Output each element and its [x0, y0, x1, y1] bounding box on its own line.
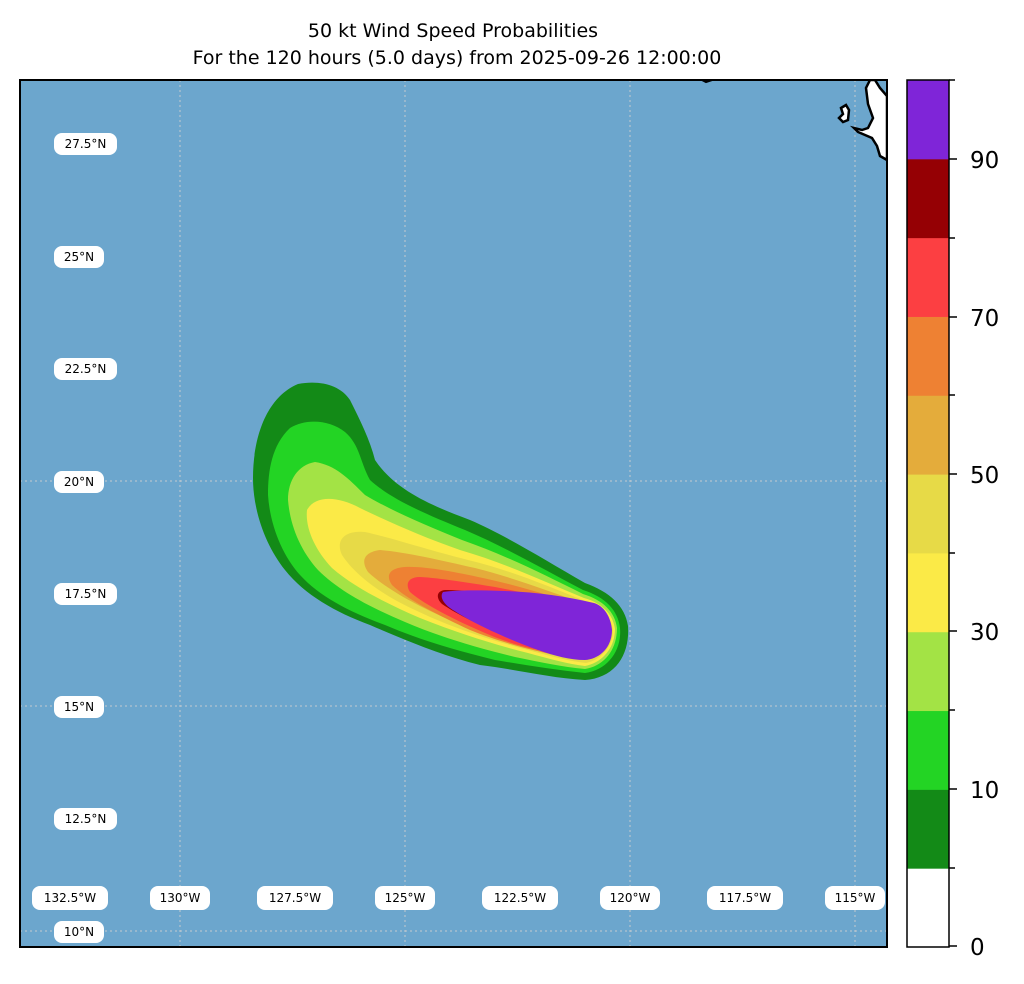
lon-label-117-5w: 117.5°W — [707, 886, 783, 910]
colorbar-segment-50-60 — [907, 474, 949, 554]
lon-label-130w: 130°W — [150, 886, 210, 910]
svg-text:15°N: 15°N — [64, 700, 94, 714]
colorbar-segment-70-80 — [907, 316, 949, 396]
svg-text:25°N: 25°N — [64, 250, 94, 264]
lat-label-20n: 20°N — [54, 471, 104, 493]
lon-label-115w: 115°W — [825, 886, 885, 910]
colorbar-tick-30: 30 — [970, 620, 999, 646]
colorbar-segment-95-100 — [907, 80, 949, 160]
colorbar-segment-0-10 — [907, 868, 949, 948]
lon-label-125w: 125°W — [375, 886, 435, 910]
svg-text:10°N: 10°N — [64, 925, 94, 939]
colorbar-ticks — [949, 79, 957, 947]
latitude-labels: 27.5°N 25°N 22.5°N 20°N 17.5°N 15°N 12.5… — [54, 133, 117, 943]
colorbar-segment-40-50 — [907, 552, 949, 633]
colorbar-segment-90-95 — [907, 158, 949, 239]
lat-label-25n: 25°N — [54, 246, 104, 268]
svg-text:125°W: 125°W — [385, 891, 426, 905]
lon-label-120w: 120°W — [600, 886, 660, 910]
svg-text:120°W: 120°W — [610, 891, 651, 905]
island — [837, 103, 851, 124]
land-baja-california — [849, 80, 887, 162]
title-line-1: 50 kt Wind Speed Probabilities — [308, 20, 598, 42]
colorbar-tick-50: 50 — [970, 463, 999, 489]
svg-text:122.5°W: 122.5°W — [494, 891, 546, 905]
svg-text:132.5°W: 132.5°W — [44, 891, 96, 905]
svg-text:117.5°W: 117.5°W — [719, 891, 771, 905]
colorbar-segment-30-40 — [907, 631, 949, 712]
longitude-labels: 132.5°W 130°W 127.5°W 125°W 122.5°W 120°… — [32, 886, 885, 910]
colorbar-frame — [906, 79, 950, 948]
probability-swath — [253, 382, 629, 680]
svg-text:115°W: 115°W — [835, 891, 876, 905]
lat-label-22-5n: 22.5°N — [54, 358, 117, 380]
colorbar-tick-90: 90 — [970, 148, 999, 174]
lat-label-15n: 15°N — [54, 696, 104, 718]
colorbar-segment-20-30 — [907, 710, 949, 790]
svg-text:17.5°N: 17.5°N — [65, 587, 107, 601]
lat-label-27-5n: 27.5°N — [54, 133, 117, 155]
colorbar-tick-10: 10 — [970, 778, 999, 804]
title-line-2: For the 120 hours (5.0 days) from 2025-0… — [193, 47, 722, 69]
lon-label-122-5w: 122.5°W — [482, 886, 558, 910]
lat-label-10n: 10°N — [54, 921, 104, 943]
lon-label-127-5w: 127.5°W — [257, 886, 333, 910]
svg-text:22.5°N: 22.5°N — [65, 362, 107, 376]
coastline — [701, 80, 887, 162]
colorbar-segment-10-20 — [907, 789, 949, 869]
colorbar-tick-70: 70 — [970, 306, 999, 332]
colorbar-segments — [907, 80, 949, 948]
map-panel: 27.5°N 25°N 22.5°N 20°N 17.5°N 15°N 12.5… — [20, 80, 887, 947]
lat-label-12-5n: 12.5°N — [54, 808, 117, 830]
contour-95-100 — [441, 590, 612, 660]
svg-text:127.5°W: 127.5°W — [269, 891, 321, 905]
map-frame — [19, 79, 888, 948]
lon-label-132-5w: 132.5°W — [32, 886, 108, 910]
svg-text:20°N: 20°N — [64, 475, 94, 489]
ocean-background — [20, 80, 887, 947]
svg-text:12.5°N: 12.5°N — [65, 812, 107, 826]
colorbar: 0 10 30 50 70 90 — [906, 79, 999, 961]
svg-text:27.5°N: 27.5°N — [65, 137, 107, 151]
colorbar-segment-60-70 — [907, 395, 949, 475]
colorbar-segment-80-90 — [907, 237, 949, 317]
colorbar-tick-0: 0 — [970, 935, 985, 961]
lat-label-17-5n: 17.5°N — [54, 583, 117, 605]
svg-text:130°W: 130°W — [160, 891, 201, 905]
